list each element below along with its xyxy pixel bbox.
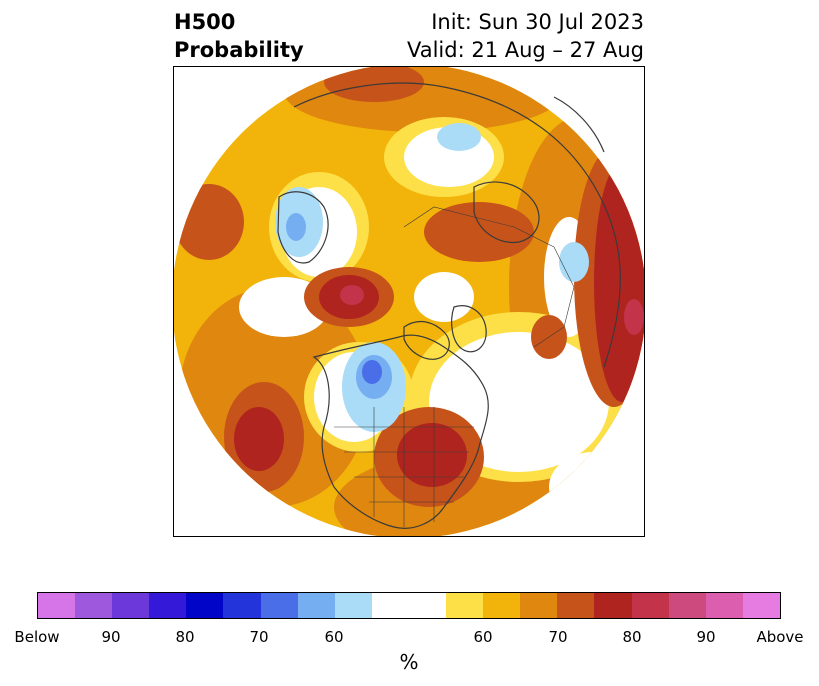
east-asia-crimson-core xyxy=(624,299,644,335)
probability-field xyxy=(174,67,644,536)
colorbar-segment xyxy=(631,593,669,618)
colorbar-segment xyxy=(223,593,261,618)
colorbar-segment xyxy=(186,593,224,618)
colorbar-segment xyxy=(112,593,150,618)
colorbar-segment xyxy=(334,593,372,618)
polar-map xyxy=(173,66,645,537)
colorbar-segment xyxy=(705,593,743,618)
us-state-meridians xyxy=(373,407,435,527)
pole-neutral-zone xyxy=(414,272,474,322)
colorbar-segment xyxy=(75,593,113,618)
greenland-outline xyxy=(451,305,487,353)
colorbar-segment xyxy=(371,593,409,618)
north-africa-coast xyxy=(553,96,605,153)
map-title-left: H500 Probability xyxy=(174,8,304,64)
colorbar-segment xyxy=(446,593,484,618)
title-init-date: Init: Sun 30 Jul 2023 xyxy=(431,10,644,34)
probability-map-svg xyxy=(174,67,644,536)
colorbar-segment xyxy=(668,593,706,618)
north-america-outline xyxy=(312,334,489,529)
colorbar-segment xyxy=(742,593,780,618)
colorbar-segment xyxy=(483,593,521,618)
title-product: Probability xyxy=(174,38,304,62)
colorbar-tick-label: Below xyxy=(14,628,60,646)
colorbar-tick-label: 80 xyxy=(622,628,642,646)
colorbar-segment xyxy=(520,593,558,618)
colorbar-segment xyxy=(297,593,335,618)
map-title-right: Init: Sun 30 Jul 2023 Valid: 21 Aug – 27… xyxy=(407,8,644,64)
colorbar-tick-label: 90 xyxy=(101,628,121,646)
probability-colorbar xyxy=(37,592,781,619)
russia-borders xyxy=(403,206,575,348)
north-darkorange-anomaly xyxy=(324,67,424,102)
scandinavia-outline xyxy=(473,181,540,244)
colorbar-segment xyxy=(149,593,187,618)
colorbar-segment xyxy=(38,593,76,618)
colorbar-tick-label: 60 xyxy=(324,628,344,646)
siberia-blue-anomaly xyxy=(286,213,306,241)
coastlines xyxy=(277,82,621,529)
colorbar-tick-label: 70 xyxy=(548,628,568,646)
eurasia-coast xyxy=(293,82,621,368)
title-variable: H500 xyxy=(174,10,236,34)
colorbar-tick-label: Above xyxy=(756,628,804,646)
west-pacific-darkorange-anomaly xyxy=(174,184,244,260)
hudson-bay-outline xyxy=(403,320,450,360)
ural-lightblue-anomaly xyxy=(559,242,589,282)
south-east-neutral-zone xyxy=(549,452,639,522)
colorbar-segment xyxy=(260,593,298,618)
colorbar-tick-label: 60 xyxy=(473,628,493,646)
us-red-anomaly xyxy=(397,423,467,487)
arctic-lightblue-anomaly xyxy=(437,123,481,151)
east-siberia-outline xyxy=(277,191,329,264)
scandinavia-darkorange-anomaly xyxy=(424,202,534,262)
colorbar-segment xyxy=(557,593,595,618)
colorbar-tick-label: 90 xyxy=(696,628,716,646)
colorbar-tick-label: 70 xyxy=(249,628,269,646)
colorbar-unit-label: % xyxy=(399,650,419,674)
title-valid-range: Valid: 21 Aug – 27 Aug xyxy=(406,38,644,62)
colorbar-segment xyxy=(408,593,447,618)
pacific-red-anomaly xyxy=(234,407,284,471)
colorbar-segment xyxy=(594,593,632,618)
colorbar-tick-label: 80 xyxy=(175,628,195,646)
canada-deepblue-core xyxy=(362,360,382,384)
chukchi-crimson-core xyxy=(340,285,364,305)
